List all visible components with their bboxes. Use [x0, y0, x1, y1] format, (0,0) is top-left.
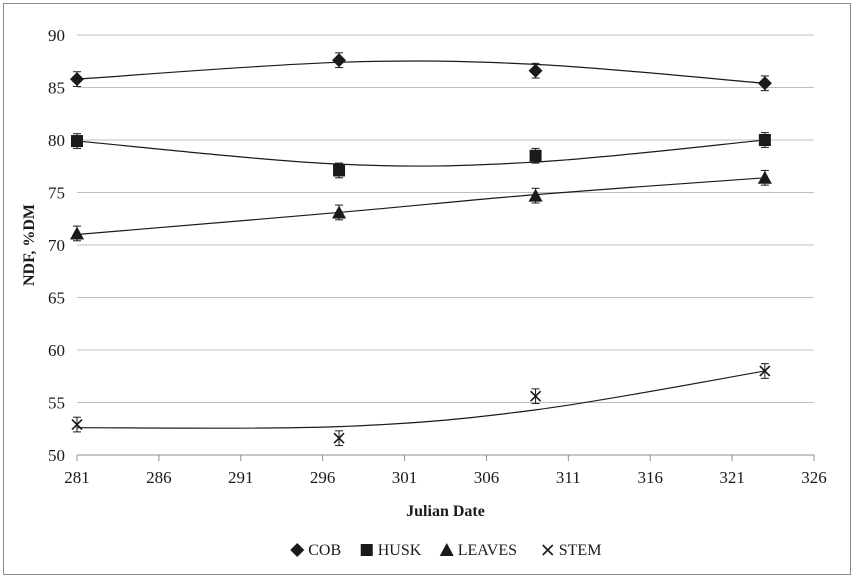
data-markers: [70, 53, 772, 444]
y-tick-label: 90: [48, 26, 65, 45]
data-point-husk: [529, 149, 542, 162]
data-point-leaves: [70, 226, 84, 240]
legend-item-husk: HUSK: [360, 542, 422, 559]
legend-label-husk: HUSK: [378, 542, 422, 559]
axes: [76, 454, 815, 461]
x-tick-label: 316: [637, 468, 663, 487]
legend-item-cob: COB: [290, 542, 341, 559]
legend-item-leaves: LEAVES: [439, 542, 517, 559]
data-point-cob: [70, 72, 84, 87]
x-tick-label: 296: [310, 468, 336, 487]
legend: COB HUSK LEAVES STEM: [290, 542, 601, 559]
y-tick-label: 60: [48, 341, 65, 360]
trend-line-leaves: [76, 177, 765, 236]
data-point-cob: [528, 63, 543, 78]
data-point-cob: [332, 53, 347, 68]
legend-marker-husk: [360, 544, 373, 556]
y-tick-label: 70: [48, 236, 65, 255]
x-stroke: [759, 365, 771, 377]
x-tick-label: 311: [556, 468, 581, 487]
error-bars: [73, 52, 769, 447]
legend-label-stem: STEM: [559, 542, 602, 559]
x-tick-label: 326: [801, 468, 827, 487]
data-point-stem: [333, 432, 345, 444]
y-tick-label: 65: [48, 289, 65, 308]
legend-marker-cob: [290, 543, 305, 557]
chart-frame: 50 55 60 65 70 75 80 85 90 281 286 291 296 301 306 311 3…: [3, 3, 851, 575]
legend-marker-leaves: [439, 543, 454, 556]
y-tick-label: 80: [48, 131, 65, 150]
legend-label-cob: COB: [308, 542, 341, 559]
x-stroke: [71, 418, 83, 431]
legend-item-stem: STEM: [542, 542, 602, 559]
trend-line-cob: [76, 60, 765, 84]
y-tick-label: 85: [48, 79, 65, 98]
legend-label-leaves: LEAVES: [458, 542, 517, 559]
x-stroke: [530, 390, 542, 402]
x-stroke: [542, 544, 554, 556]
x-tick-label: 321: [719, 468, 745, 487]
data-point-husk: [333, 164, 346, 177]
trend-lines: [76, 60, 765, 429]
x-tick-label: 306: [474, 468, 500, 487]
trend-line-husk: [76, 139, 765, 167]
chart-svg: 50 55 60 65 70 75 80 85 90 281 286 291 296 301 306 311 3…: [21, 26, 827, 559]
x-axis-title: Julian Date: [406, 503, 485, 520]
data-point-stem: [530, 390, 542, 402]
data-point-stem: [759, 365, 771, 377]
x-tick-label: 281: [64, 468, 90, 487]
y-tick-label: 55: [48, 394, 65, 413]
tick-labels: 50 55 60 65 70 75 80 85 90 281 286 291 296 301 306 311 3…: [48, 26, 827, 487]
data-point-leaves: [528, 188, 543, 202]
grid-lines: [77, 34, 814, 403]
data-point-stem: [71, 418, 83, 431]
x-tick-label: 291: [228, 468, 254, 487]
data-point-leaves: [332, 205, 347, 219]
x-stroke: [333, 432, 345, 444]
trend-line-stem: [76, 370, 765, 429]
data-point-husk: [758, 134, 771, 146]
data-point-leaves: [757, 170, 772, 184]
y-tick-label: 75: [48, 184, 65, 203]
data-point-cob: [757, 76, 772, 91]
x-tick-label: 286: [146, 468, 172, 487]
x-tick-label: 301: [392, 468, 418, 487]
y-axis-title: NDF, %DM: [21, 204, 38, 286]
data-point-husk: [71, 135, 83, 148]
legend-marker-stem: [542, 544, 554, 556]
y-tick-label: 50: [48, 446, 65, 465]
